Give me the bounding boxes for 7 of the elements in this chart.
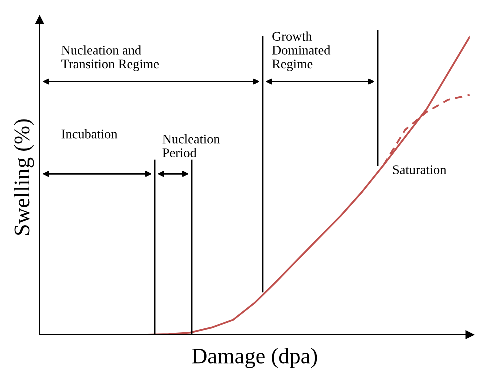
annotation: Incubation — [62, 129, 118, 139]
annotation: Saturation — [393, 166, 447, 174]
annotation: Growth Dominated Regime — [272, 32, 331, 72]
annotation: Nucleation Period — [162, 134, 220, 158]
x-axis-title: Damage (dpa) — [192, 348, 318, 368]
annotation: Nucleation and Transition Regime — [62, 46, 159, 72]
y-axis-title: Swelling (%) — [14, 120, 34, 235]
